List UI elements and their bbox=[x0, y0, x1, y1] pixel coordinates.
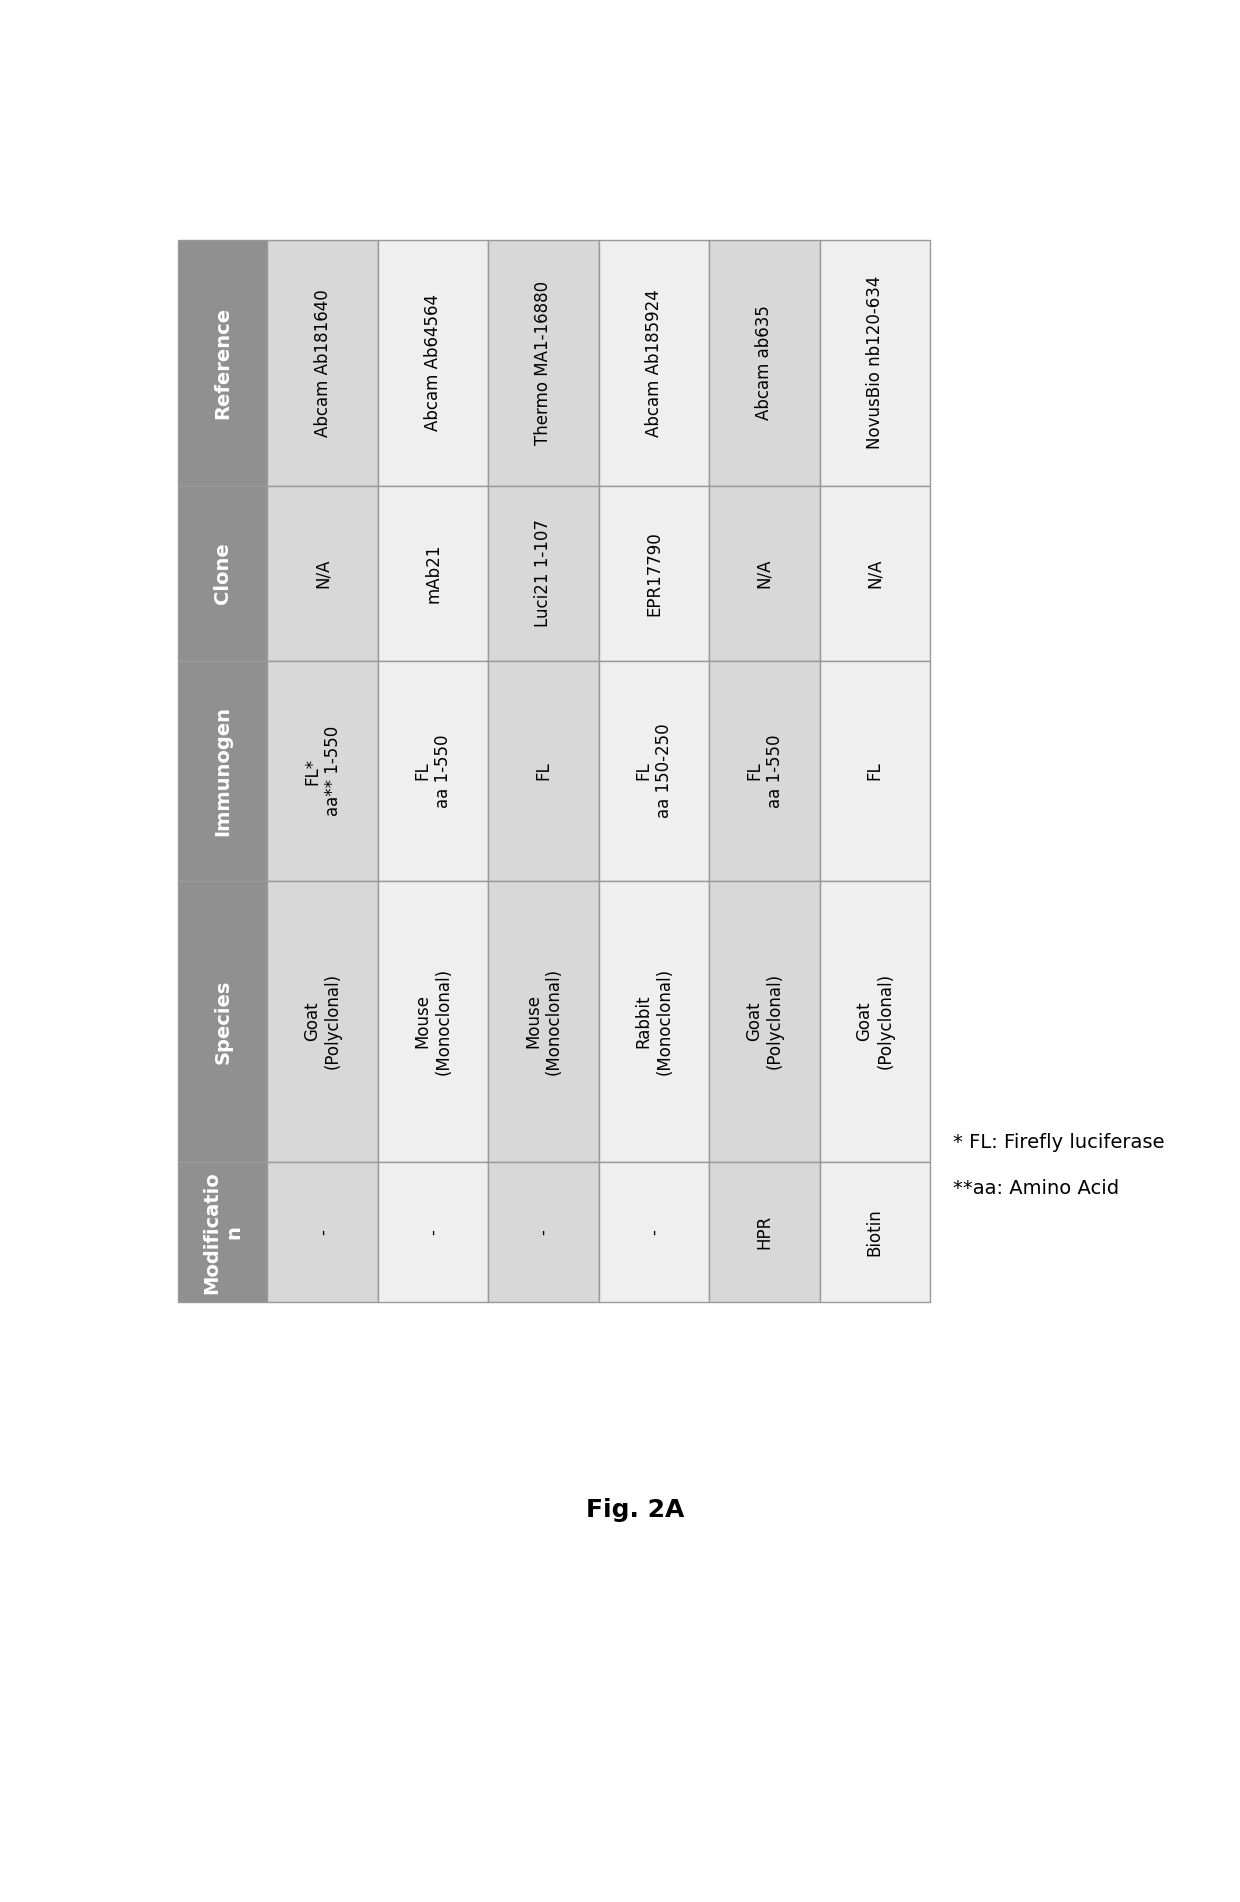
Bar bbox=[820, 1162, 930, 1303]
Text: Fig. 2A: Fig. 2A bbox=[587, 1499, 684, 1522]
Text: Goat
(Polyclonal): Goat (Polyclonal) bbox=[856, 974, 894, 1069]
Text: **aa: Amino Acid: **aa: Amino Acid bbox=[954, 1179, 1120, 1198]
Bar bbox=[489, 240, 599, 485]
Text: N/A: N/A bbox=[314, 559, 331, 588]
Text: HPR: HPR bbox=[755, 1215, 774, 1250]
Text: FL
aa 1-550: FL aa 1-550 bbox=[414, 734, 453, 808]
Text: Goat
(Polyclonal): Goat (Polyclonal) bbox=[304, 974, 342, 1069]
Text: Modificatio
n: Modificatio n bbox=[202, 1172, 243, 1293]
Text: * FL: Firefly luciferase: * FL: Firefly luciferase bbox=[954, 1134, 1164, 1153]
Text: Mouse
(Monoclonal): Mouse (Monoclonal) bbox=[414, 968, 453, 1075]
Text: Mouse
(Monoclonal): Mouse (Monoclonal) bbox=[525, 968, 563, 1075]
Bar bbox=[709, 881, 820, 1162]
Text: N/A: N/A bbox=[755, 559, 774, 588]
Bar bbox=[489, 662, 599, 881]
Bar bbox=[599, 662, 709, 881]
Text: Thermo MA1-16880: Thermo MA1-16880 bbox=[534, 281, 553, 445]
Bar bbox=[599, 881, 709, 1162]
Bar bbox=[820, 662, 930, 881]
Text: Abcam Ab64564: Abcam Ab64564 bbox=[424, 295, 441, 432]
Bar bbox=[820, 240, 930, 485]
Bar bbox=[179, 881, 268, 1162]
Bar bbox=[489, 881, 599, 1162]
Bar bbox=[709, 1162, 820, 1303]
Text: -: - bbox=[424, 1229, 441, 1234]
Bar bbox=[179, 240, 268, 485]
Text: Abcam ab635: Abcam ab635 bbox=[755, 306, 774, 420]
Bar bbox=[709, 240, 820, 485]
Text: Luci21 1-107: Luci21 1-107 bbox=[534, 519, 553, 628]
Text: NovusBio nb120-634: NovusBio nb120-634 bbox=[866, 276, 884, 449]
Bar bbox=[268, 1162, 378, 1303]
Bar bbox=[378, 1162, 489, 1303]
Text: Reference: Reference bbox=[213, 306, 232, 418]
Text: FL: FL bbox=[866, 761, 884, 780]
Text: -: - bbox=[645, 1229, 663, 1234]
Text: EPR17790: EPR17790 bbox=[645, 531, 663, 616]
Bar bbox=[179, 1162, 268, 1303]
Bar bbox=[179, 662, 268, 881]
Bar bbox=[709, 662, 820, 881]
Text: Species: Species bbox=[213, 980, 232, 1063]
Bar bbox=[820, 881, 930, 1162]
Text: Clone: Clone bbox=[213, 542, 232, 605]
Bar bbox=[709, 485, 820, 662]
Bar bbox=[489, 1162, 599, 1303]
Bar bbox=[820, 485, 930, 662]
Text: FL*
aa** 1-550: FL* aa** 1-550 bbox=[304, 727, 342, 816]
Text: -: - bbox=[534, 1229, 553, 1234]
Text: Abcam Ab181640: Abcam Ab181640 bbox=[314, 289, 331, 437]
Text: Abcam Ab185924: Abcam Ab185924 bbox=[645, 289, 663, 437]
Text: Biotin: Biotin bbox=[866, 1208, 884, 1255]
Text: FL
aa 150-250: FL aa 150-250 bbox=[635, 725, 673, 818]
Text: mAb21: mAb21 bbox=[424, 544, 441, 603]
Text: FL: FL bbox=[534, 761, 553, 780]
Bar bbox=[268, 881, 378, 1162]
Bar bbox=[378, 881, 489, 1162]
Text: Immunogen: Immunogen bbox=[213, 706, 232, 837]
Bar bbox=[268, 485, 378, 662]
Bar bbox=[378, 485, 489, 662]
Bar bbox=[378, 240, 489, 485]
Text: -: - bbox=[314, 1229, 331, 1234]
Bar bbox=[599, 485, 709, 662]
Bar bbox=[599, 240, 709, 485]
Text: Rabbit
(Monoclonal): Rabbit (Monoclonal) bbox=[635, 968, 673, 1075]
Bar bbox=[268, 662, 378, 881]
Text: Goat
(Polyclonal): Goat (Polyclonal) bbox=[745, 974, 784, 1069]
Bar bbox=[599, 1162, 709, 1303]
Bar bbox=[378, 662, 489, 881]
Text: N/A: N/A bbox=[866, 559, 884, 588]
Bar bbox=[489, 485, 599, 662]
Bar bbox=[268, 240, 378, 485]
Text: FL
aa 1-550: FL aa 1-550 bbox=[745, 734, 784, 808]
Bar bbox=[179, 485, 268, 662]
